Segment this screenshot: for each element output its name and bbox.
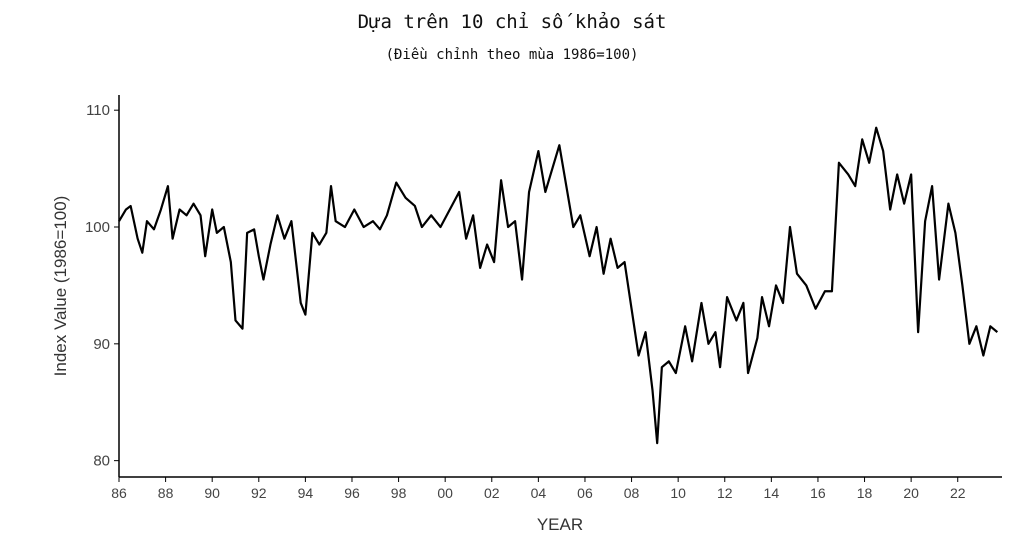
- x-tick-label: 92: [251, 485, 267, 501]
- x-tick-label: 12: [717, 485, 733, 501]
- x-tick-label: 16: [810, 485, 826, 501]
- x-tick-label: 06: [577, 485, 593, 501]
- x-tick-label: 90: [204, 485, 220, 501]
- x-tick-label: 02: [484, 485, 500, 501]
- x-tick-label: 18: [857, 485, 873, 501]
- x-tick-label: 88: [158, 485, 174, 501]
- y-tick-label: 110: [86, 102, 110, 119]
- x-tick-label: 08: [624, 485, 640, 501]
- x-tick-label: 98: [391, 485, 407, 501]
- chart-subtitle: (Điều chỉnh theo mùa 1986=100): [386, 47, 639, 63]
- x-tick-label: 22: [950, 485, 966, 501]
- y-axis-label: Index Value (1986=100): [51, 196, 70, 377]
- y-tick-label: 90: [93, 336, 110, 353]
- x-tick-label: 14: [764, 485, 780, 501]
- x-tick-label: 10: [670, 485, 686, 501]
- y-tick-label: 100: [85, 219, 110, 236]
- x-tick-label: 04: [531, 485, 547, 501]
- x-tick-label: 86: [111, 485, 127, 501]
- x-tick-label: 94: [298, 485, 314, 501]
- x-axis-label: YEAR: [537, 515, 583, 534]
- line-series: [118, 126, 999, 445]
- x-tick-label: 20: [903, 485, 919, 501]
- chart-title: Dựa trên 10 chỉ số khảo sát: [358, 11, 667, 33]
- x-tick-label: 96: [344, 485, 360, 501]
- y-tick-label: 80: [93, 453, 110, 470]
- x-tick-label: 00: [437, 485, 453, 501]
